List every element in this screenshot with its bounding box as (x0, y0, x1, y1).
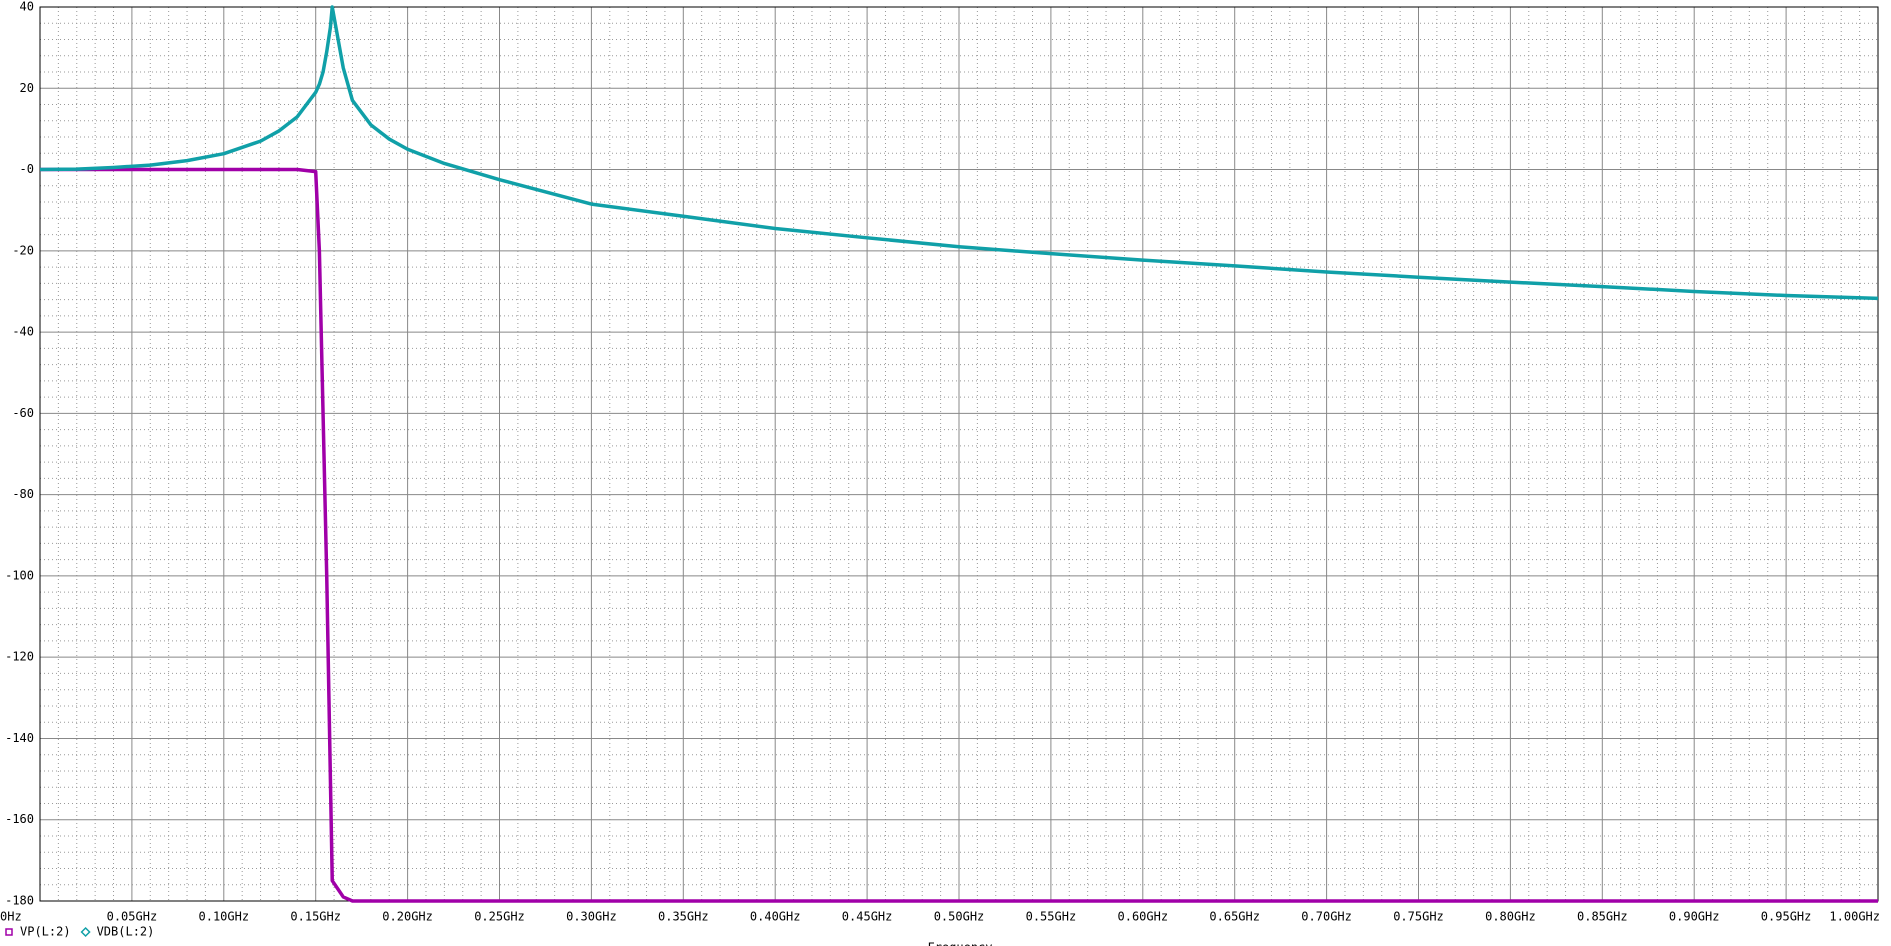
series-line (39, 5, 1879, 301)
x-tick-label: 0.85GHz (1577, 910, 1628, 924)
x-tick-label: 0.55GHz (1026, 910, 1077, 924)
y-tick-label: -180 (5, 894, 34, 908)
y-tick-label: -80 (12, 487, 34, 501)
legend-label: VP(L:2) (20, 925, 71, 939)
x-tick-label: 0.80GHz (1485, 910, 1536, 924)
x-tick-label: 0.45GHz (842, 910, 893, 924)
x-tick-label: 1.00GHz (1829, 910, 1880, 924)
y-tick-label: -20 (12, 243, 34, 257)
y-tick-label: -100 (5, 568, 34, 582)
y-tick-label: -60 (12, 406, 34, 420)
x-axis-label: Frequency (927, 941, 992, 946)
legend-marker (5, 928, 13, 936)
y-tick-label: -140 (5, 731, 34, 745)
x-tick-label: 0.05GHz (107, 910, 158, 924)
x-tick-label: 0.90GHz (1669, 910, 1720, 924)
y-tick-label: -0 (20, 162, 34, 176)
y-tick-label: -40 (12, 325, 34, 339)
x-tick-label: 0.35GHz (658, 910, 709, 924)
x-tick-label: 0Hz (0, 910, 22, 924)
x-tick-label: 0.40GHz (750, 910, 801, 924)
x-tick-label: 0.70GHz (1301, 910, 1352, 924)
x-tick-label: 0.75GHz (1393, 910, 1444, 924)
x-tick-label: 0.25GHz (474, 910, 525, 924)
x-tick-label: 0.30GHz (566, 910, 617, 924)
x-tick-label: 0.20GHz (382, 910, 433, 924)
x-tick-label: 0.65GHz (1209, 910, 1260, 924)
legend-marker (80, 926, 91, 938)
y-tick-label: 20 (20, 81, 34, 95)
y-tick-label: -160 (5, 812, 34, 826)
x-tick-label: 0.15GHz (290, 910, 341, 924)
x-tick-label: 0.60GHz (1118, 910, 1169, 924)
x-tick-label: 0.10GHz (199, 910, 250, 924)
legend-label: VDB(L:2) (97, 925, 155, 939)
x-tick-label: 0.95GHz (1761, 910, 1812, 924)
y-tick-label: -120 (5, 650, 34, 664)
y-tick-label: 40 (20, 0, 34, 14)
x-tick-label: 0.50GHz (934, 910, 985, 924)
series-line (40, 167, 1878, 903)
